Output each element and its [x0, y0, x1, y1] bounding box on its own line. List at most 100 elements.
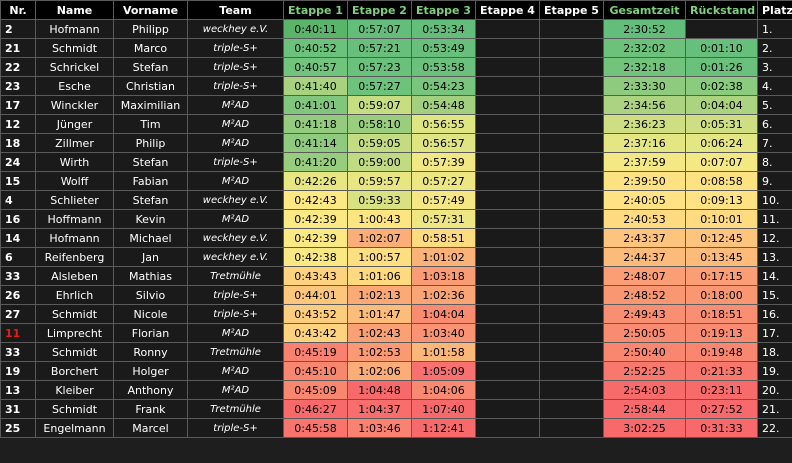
- cell-etappe-3[interactable]: 0:56:57: [411, 133, 476, 153]
- cell-etappe-3[interactable]: 0:57:39: [411, 152, 476, 172]
- cell-etappe-2[interactable]: 0:58:10: [347, 114, 412, 134]
- cell-platz[interactable]: 7.: [757, 133, 792, 153]
- cell-team[interactable]: M²AD: [187, 114, 284, 134]
- cell-etappe-2[interactable]: 0:59:57: [347, 171, 412, 191]
- cell-etappe-5[interactable]: [539, 76, 604, 96]
- cell-rueckstand[interactable]: 0:21:33: [685, 361, 758, 381]
- cell-name[interactable]: Wirth: [35, 152, 114, 172]
- cell-etappe-3[interactable]: 0:53:58: [411, 57, 476, 77]
- cell-team[interactable]: weckhey e.V.: [187, 247, 284, 267]
- cell-etappe-4[interactable]: [475, 361, 540, 381]
- cell-gesamtzeit[interactable]: 2:37:59: [603, 152, 686, 172]
- cell-gesamtzeit[interactable]: 2:49:43: [603, 304, 686, 324]
- cell-etappe-2[interactable]: 1:04:37: [347, 399, 412, 419]
- cell-team[interactable]: triple-S+: [187, 76, 284, 96]
- cell-vorname[interactable]: Frank: [113, 399, 188, 419]
- cell-team[interactable]: triple-S+: [187, 304, 284, 324]
- cell-etappe-2[interactable]: 1:00:57: [347, 247, 412, 267]
- cell-etappe-1[interactable]: 0:46:27: [283, 399, 348, 419]
- cell-etappe-4[interactable]: [475, 114, 540, 134]
- cell-rueckstand[interactable]: 0:08:58: [685, 171, 758, 191]
- cell-gesamtzeit[interactable]: 2:39:50: [603, 171, 686, 191]
- cell-etappe-2[interactable]: 0:57:23: [347, 57, 412, 77]
- cell-nr[interactable]: 14: [0, 228, 36, 248]
- cell-etappe-3[interactable]: 0:53:34: [411, 19, 476, 39]
- cell-platz[interactable]: 19.: [757, 361, 792, 381]
- cell-etappe-5[interactable]: [539, 418, 604, 438]
- cell-etappe-3[interactable]: 0:56:55: [411, 114, 476, 134]
- cell-etappe-1[interactable]: 0:41:18: [283, 114, 348, 134]
- cell-platz[interactable]: 5.: [757, 95, 792, 115]
- cell-etappe-1[interactable]: 0:43:43: [283, 266, 348, 286]
- cell-name[interactable]: Wolff: [35, 171, 114, 191]
- cell-etappe-5[interactable]: [539, 114, 604, 134]
- cell-etappe-2[interactable]: 0:59:33: [347, 190, 412, 210]
- cell-nr[interactable]: 25: [0, 418, 36, 438]
- col-header-etappe-1[interactable]: Etappe 1: [283, 0, 348, 20]
- cell-nr[interactable]: 12: [0, 114, 36, 134]
- cell-etappe-2[interactable]: 0:57:27: [347, 76, 412, 96]
- cell-gesamtzeit[interactable]: 3:02:25: [603, 418, 686, 438]
- col-header-vorname[interactable]: Vorname: [113, 0, 188, 20]
- cell-etappe-1[interactable]: 0:42:26: [283, 171, 348, 191]
- col-header-name[interactable]: Name: [35, 0, 114, 20]
- cell-team[interactable]: Tretmühle: [187, 266, 284, 286]
- cell-etappe-1[interactable]: 0:45:09: [283, 380, 348, 400]
- cell-nr[interactable]: 33: [0, 266, 36, 286]
- cell-nr[interactable]: 24: [0, 152, 36, 172]
- cell-team[interactable]: M²AD: [187, 133, 284, 153]
- cell-etappe-3[interactable]: 0:58:51: [411, 228, 476, 248]
- cell-gesamtzeit[interactable]: 2:37:16: [603, 133, 686, 153]
- cell-platz[interactable]: 6.: [757, 114, 792, 134]
- cell-team[interactable]: triple-S+: [187, 152, 284, 172]
- cell-platz[interactable]: 20.: [757, 380, 792, 400]
- cell-gesamtzeit[interactable]: 2:33:30: [603, 76, 686, 96]
- cell-nr[interactable]: 18: [0, 133, 36, 153]
- cell-team[interactable]: Tretmühle: [187, 399, 284, 419]
- cell-platz[interactable]: 9.: [757, 171, 792, 191]
- cell-etappe-4[interactable]: [475, 418, 540, 438]
- cell-etappe-1[interactable]: 0:42:43: [283, 190, 348, 210]
- cell-platz[interactable]: 1.: [757, 19, 792, 39]
- cell-etappe-4[interactable]: [475, 323, 540, 343]
- cell-etappe-2[interactable]: 1:02:43: [347, 323, 412, 343]
- cell-gesamtzeit[interactable]: 2:43:37: [603, 228, 686, 248]
- cell-etappe-3[interactable]: 1:01:02: [411, 247, 476, 267]
- cell-vorname[interactable]: Maximilian: [113, 95, 188, 115]
- cell-etappe-4[interactable]: [475, 95, 540, 115]
- cell-etappe-5[interactable]: [539, 361, 604, 381]
- cell-etappe-5[interactable]: [539, 304, 604, 324]
- cell-etappe-1[interactable]: 0:42:38: [283, 247, 348, 267]
- cell-etappe-4[interactable]: [475, 228, 540, 248]
- cell-vorname[interactable]: Anthony: [113, 380, 188, 400]
- cell-etappe-1[interactable]: 0:40:57: [283, 57, 348, 77]
- cell-name[interactable]: Reifenberg: [35, 247, 114, 267]
- cell-etappe-5[interactable]: [539, 266, 604, 286]
- cell-nr[interactable]: 22: [0, 57, 36, 77]
- col-header-etappe-5[interactable]: Etappe 5: [539, 0, 604, 20]
- cell-rueckstand[interactable]: 0:04:04: [685, 95, 758, 115]
- cell-gesamtzeit[interactable]: 2:58:44: [603, 399, 686, 419]
- cell-etappe-3[interactable]: 1:02:36: [411, 285, 476, 305]
- cell-vorname[interactable]: Christian: [113, 76, 188, 96]
- cell-gesamtzeit[interactable]: 2:40:53: [603, 209, 686, 229]
- cell-platz[interactable]: 2.: [757, 38, 792, 58]
- cell-etappe-2[interactable]: 0:59:07: [347, 95, 412, 115]
- cell-platz[interactable]: 11.: [757, 209, 792, 229]
- cell-gesamtzeit[interactable]: 2:48:07: [603, 266, 686, 286]
- cell-name[interactable]: Kleiber: [35, 380, 114, 400]
- cell-platz[interactable]: 15.: [757, 285, 792, 305]
- cell-etappe-3[interactable]: 1:01:58: [411, 342, 476, 362]
- cell-etappe-5[interactable]: [539, 342, 604, 362]
- cell-etappe-1[interactable]: 0:42:39: [283, 209, 348, 229]
- cell-etappe-1[interactable]: 0:45:10: [283, 361, 348, 381]
- cell-rueckstand[interactable]: 0:31:33: [685, 418, 758, 438]
- cell-etappe-4[interactable]: [475, 57, 540, 77]
- cell-etappe-5[interactable]: [539, 57, 604, 77]
- cell-nr[interactable]: 23: [0, 76, 36, 96]
- cell-rueckstand[interactable]: 0:07:07: [685, 152, 758, 172]
- cell-etappe-2[interactable]: 1:03:46: [347, 418, 412, 438]
- cell-nr[interactable]: 2: [0, 19, 36, 39]
- cell-vorname[interactable]: Fabian: [113, 171, 188, 191]
- cell-etappe-1[interactable]: 0:45:19: [283, 342, 348, 362]
